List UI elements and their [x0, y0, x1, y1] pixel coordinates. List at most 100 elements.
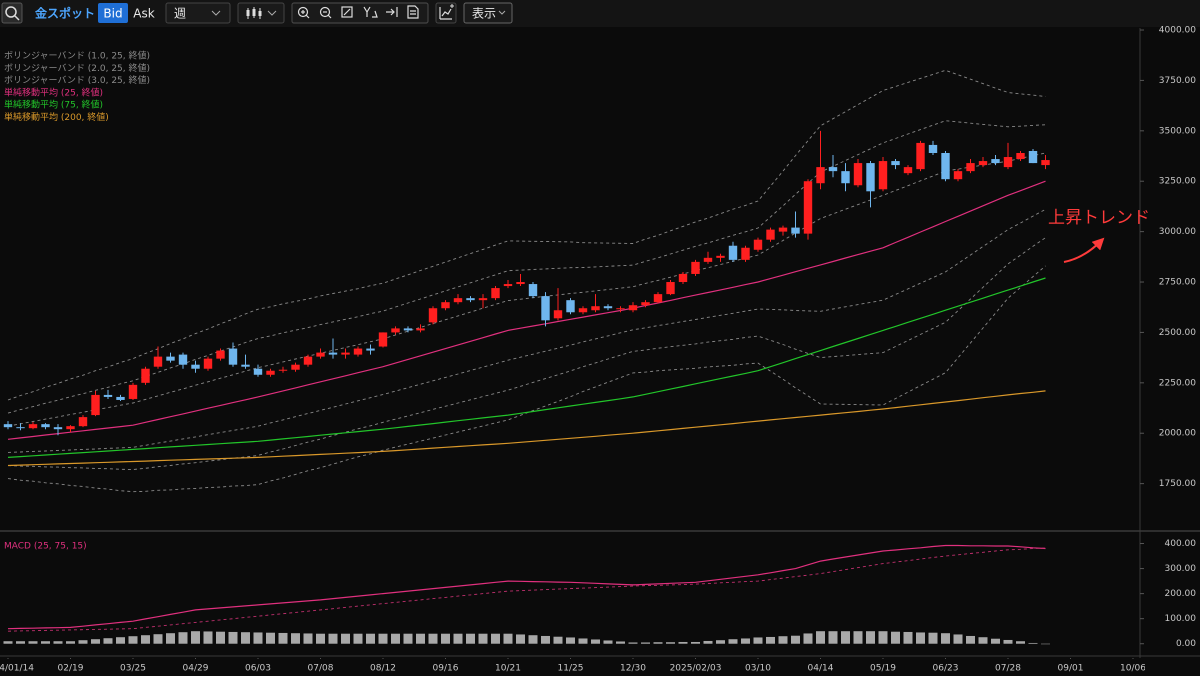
candle-body	[241, 364, 250, 367]
candle-body	[116, 396, 125, 400]
display-dropdown[interactable]	[463, 2, 513, 24]
candle-body	[778, 227, 788, 232]
candle-body	[178, 354, 188, 365]
candle-body	[591, 306, 600, 311]
histogram-bar	[691, 641, 700, 644]
legend-entry: ボリンジャーバンド (3.0, 25, 終値)	[4, 74, 150, 86]
tool-icons[interactable]	[291, 2, 429, 24]
histogram-bar	[953, 634, 963, 644]
candle-body	[3, 424, 13, 428]
macd-line	[7, 544, 1046, 630]
candle-body	[266, 370, 275, 375]
candle-body	[503, 284, 513, 287]
legend-entry: 単純移動平均 (200, 終値)	[4, 111, 109, 123]
histogram-bar	[603, 640, 613, 644]
candle-body	[703, 257, 713, 262]
chart-style-dropdown[interactable]	[237, 2, 285, 24]
candle-body	[691, 261, 700, 274]
candle-body	[966, 163, 975, 172]
y-tick-label: 3000.00	[1159, 227, 1196, 237]
candle-body	[853, 163, 863, 186]
histogram-bar	[303, 633, 313, 644]
histogram-bar	[453, 633, 463, 644]
histogram-bar	[328, 633, 338, 644]
candle-body	[553, 310, 563, 319]
histogram-bar	[828, 631, 838, 644]
histogram-bar	[91, 639, 100, 644]
histogram-bar	[878, 631, 888, 644]
period-dropdown[interactable]	[165, 2, 231, 24]
histogram-bar	[866, 631, 875, 644]
candle-body	[678, 273, 688, 283]
candle-body	[491, 288, 500, 299]
histogram-bar	[203, 631, 213, 644]
histogram-bar	[941, 633, 950, 644]
histogram-bar	[228, 631, 238, 644]
candle-body	[516, 282, 525, 285]
candle-body	[641, 302, 650, 306]
indicator-button[interactable]	[435, 2, 457, 24]
histogram-bar	[128, 636, 138, 644]
candle-body	[316, 352, 325, 357]
y-tick-label: 100.00	[1165, 614, 1197, 624]
bollinger-band	[7, 152, 1046, 427]
candle-body	[378, 332, 388, 347]
main-pane	[3, 69, 1050, 493]
symbol[interactable]: 金スポット	[35, 6, 95, 21]
y-tick-label: 3250.00	[1159, 177, 1196, 187]
candle-body	[16, 427, 25, 429]
histogram-bar	[703, 640, 713, 644]
histogram-bar	[416, 633, 425, 644]
candle-body	[716, 255, 725, 258]
histogram-bar	[578, 638, 588, 644]
x-tick-label: 10/21	[495, 664, 521, 674]
candle-body	[253, 368, 263, 375]
candle-body	[416, 328, 425, 331]
candle-body	[841, 171, 850, 184]
histogram-bar	[653, 642, 663, 644]
x-tick-label: 04/29	[183, 664, 209, 674]
candle-body	[791, 227, 800, 234]
histogram-bar	[103, 638, 113, 644]
candle-body	[878, 161, 888, 190]
display[interactable]: 表示	[472, 7, 496, 21]
candle-body	[541, 296, 550, 321]
histogram-bar	[466, 633, 475, 644]
histogram-bar	[803, 633, 813, 644]
period[interactable]: 週	[174, 7, 186, 21]
bid-button[interactable]: Bid	[103, 7, 122, 21]
candle-body	[466, 298, 475, 301]
candle-body	[353, 348, 363, 355]
histogram-bar	[428, 633, 438, 644]
histogram-bar	[241, 632, 250, 644]
candle-body	[603, 306, 613, 309]
histogram-bar	[966, 635, 975, 644]
histogram-bar	[566, 637, 575, 644]
y-tick-label: 2250.00	[1159, 378, 1196, 388]
ask-button[interactable]: Ask	[133, 7, 154, 21]
histogram-bar	[41, 641, 50, 644]
candle-body	[1016, 152, 1025, 160]
histogram-bar	[991, 638, 1000, 644]
moving-average	[7, 180, 1046, 440]
histogram-bar	[528, 635, 538, 644]
x-tick-label: 07/28	[995, 664, 1021, 674]
histogram-bar	[116, 637, 125, 644]
axes: 1750.00 2000.00 2250.00 2500.00 2750.00 3000.…	[1140, 26, 1197, 649]
histogram-bar	[716, 640, 725, 644]
candle-body	[1041, 160, 1050, 166]
candle-body	[803, 181, 813, 234]
histogram-bar	[1028, 642, 1038, 644]
x-tick-label: 07/08	[308, 664, 334, 674]
histogram-bar	[1016, 641, 1025, 644]
candle-body	[203, 358, 213, 369]
histogram-bar	[291, 633, 300, 644]
candle-body	[303, 356, 313, 365]
bid-button-bg[interactable]	[98, 3, 128, 23]
moving-average	[7, 277, 1046, 458]
search-button[interactable]	[1, 2, 23, 24]
x-tick-label: 2024/01/14	[0, 664, 34, 674]
histogram-bar	[391, 633, 400, 644]
indicator-title: MACD (25, 75, 15)	[4, 542, 87, 552]
